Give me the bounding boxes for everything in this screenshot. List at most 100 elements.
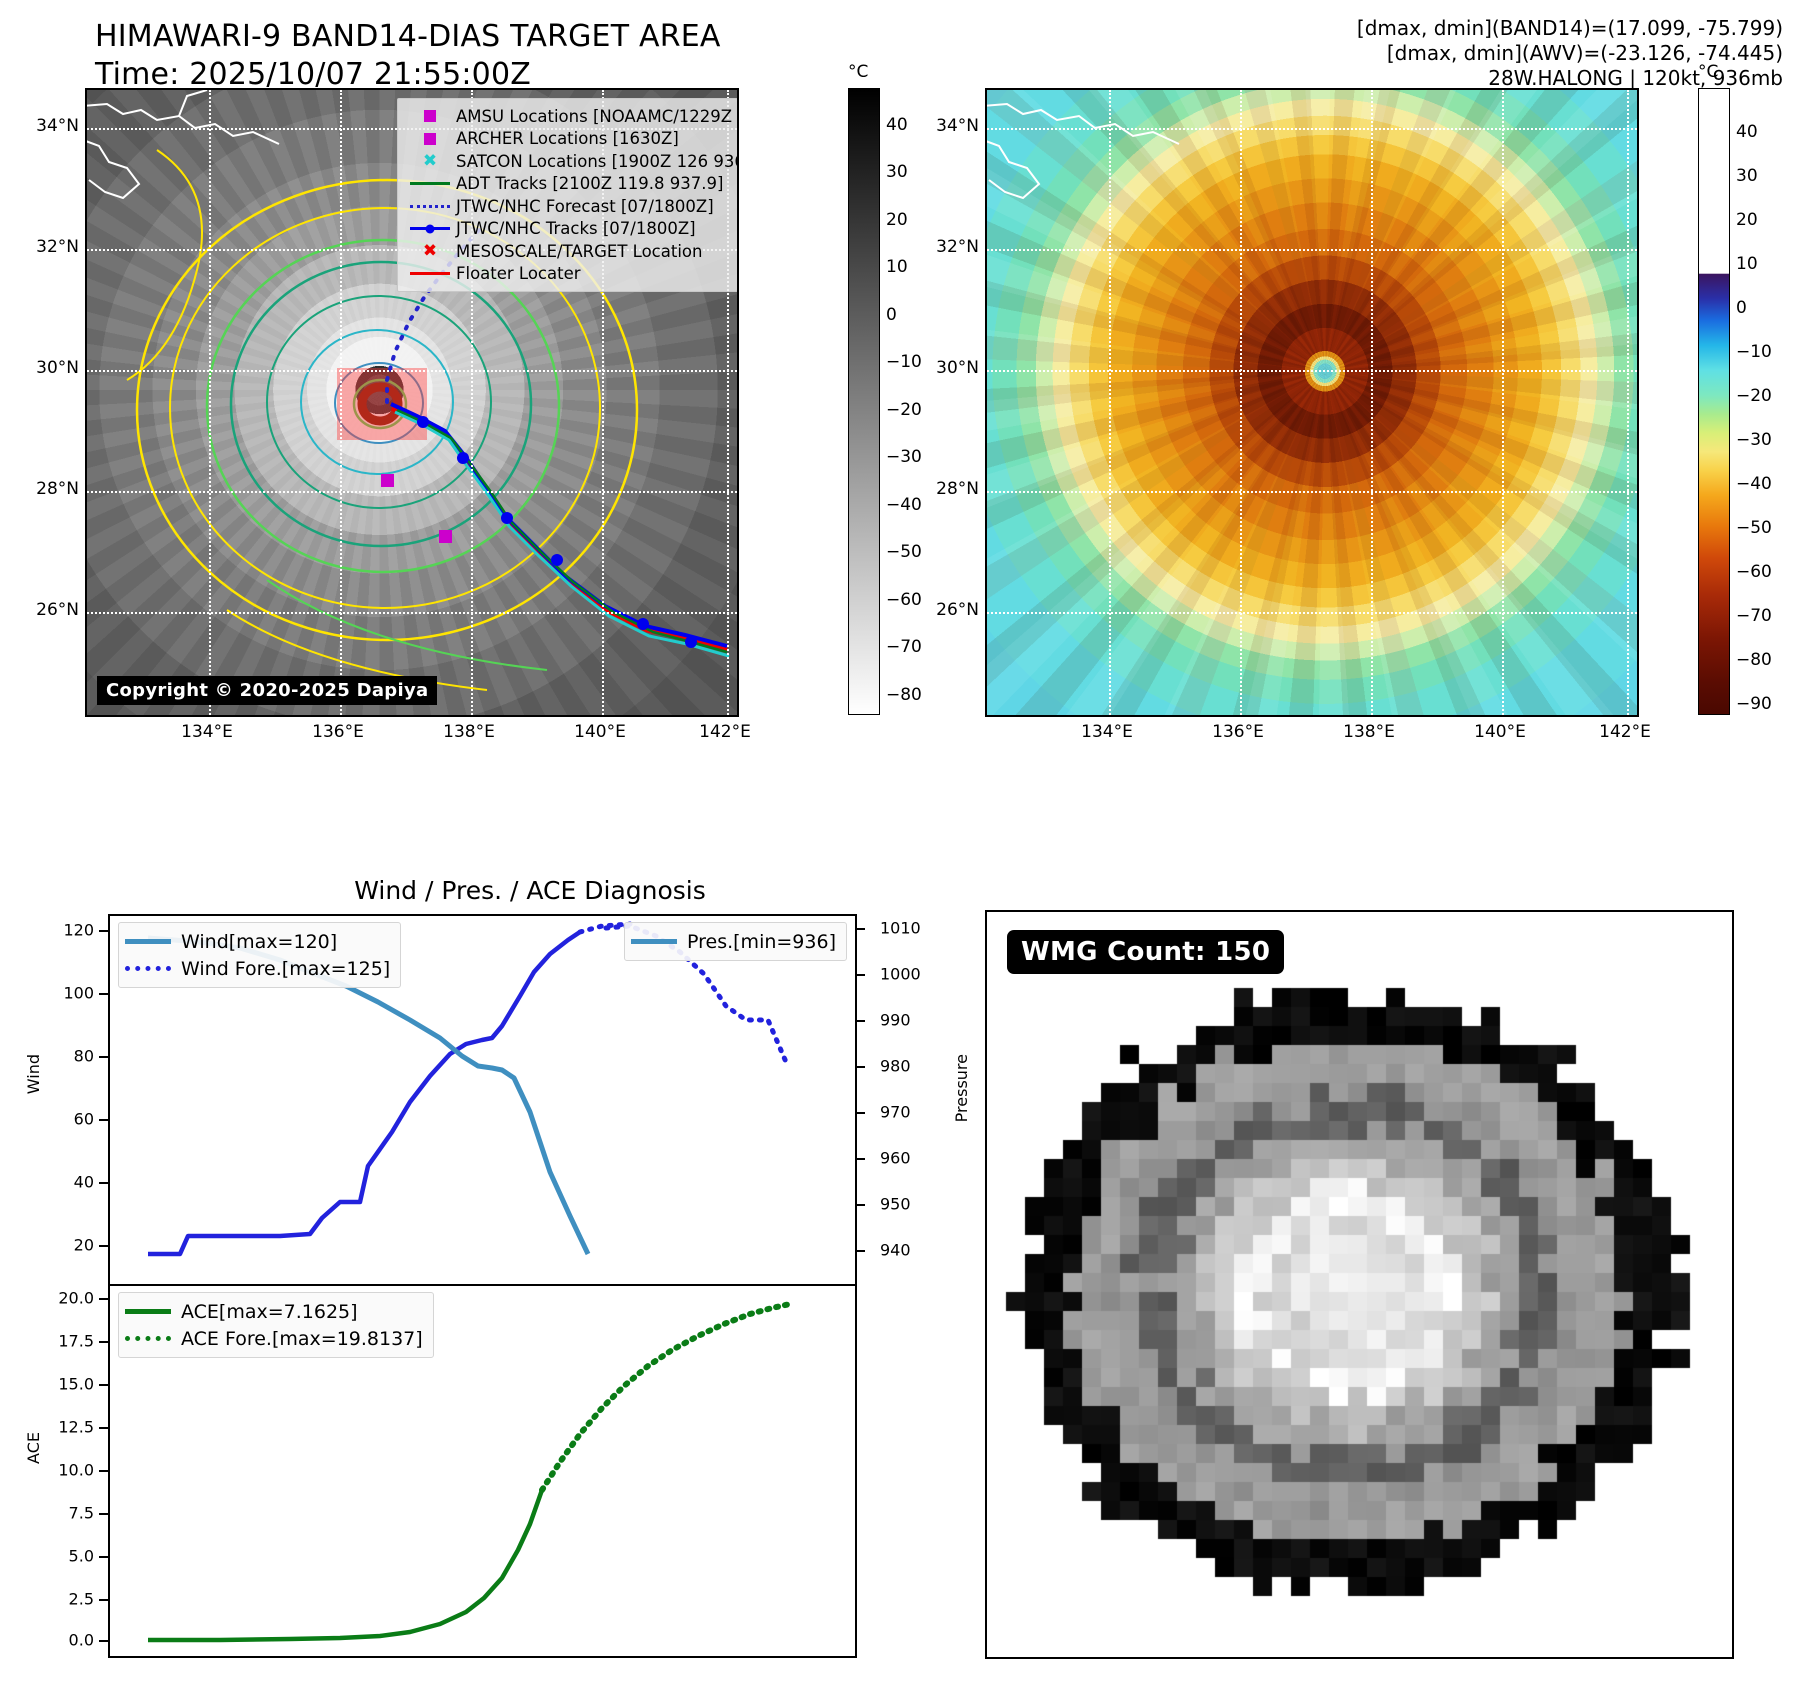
legend-label: MESOSCALE/TARGET Location	[456, 241, 703, 261]
y-tick: 40	[73, 1172, 94, 1192]
legend-item-amsu[interactable]: AMSU Locations [NOAAMC/1229Z 96 961]	[404, 105, 737, 128]
copyright-badge: Copyright © 2020-2025 Dapiya	[97, 676, 438, 705]
gridline-lat-30	[987, 370, 1637, 372]
cb-tick: −70	[1736, 606, 1772, 626]
y2-tick: 1000	[880, 964, 921, 984]
bd-colorbar-gradient	[1698, 88, 1730, 715]
gridline-lat-28	[987, 491, 1637, 493]
legend-item-wind-forecast[interactable]: Wind Fore.[max=125]	[125, 955, 390, 982]
gridline-lat-28	[87, 491, 737, 493]
lon-tick: 140°E	[1474, 722, 1526, 742]
legend-label: Wind Fore.[max=125]	[181, 957, 391, 980]
cb-tick: 30	[1736, 166, 1758, 186]
wind-y-axis: 120 100 80 60 40 20 Wind	[0, 914, 108, 1284]
dotted-line-icon	[125, 1336, 181, 1341]
legend-item-ace-forecast[interactable]: ACE Fore.[max=19.8137]	[125, 1325, 423, 1352]
legend-label: Pres.[min=936]	[687, 930, 836, 953]
ir-lon-axis: 134°E 136°E 138°E 140°E 142°E	[85, 718, 751, 748]
y-tick: 12.5	[58, 1417, 94, 1437]
y-tick: 80	[73, 1046, 94, 1066]
gridline-lat-34	[987, 128, 1637, 130]
lat-tick: 34°N	[936, 116, 979, 136]
legend-item-jtwc-tracks[interactable]: JTWC/NHC Tracks [07/1800Z]	[404, 218, 729, 241]
awv-range: [dmax, dmin](AWV)=(-23.126, -74.445)	[1386, 41, 1783, 65]
lon-tick: 136°E	[1212, 722, 1264, 742]
coastline-overlay	[987, 102, 1180, 200]
lat-tick: 26°N	[36, 600, 79, 620]
gridline-lat-26	[87, 612, 737, 614]
metadata-block: [dmax, dmin](BAND14)=(17.099, -75.799) […	[1357, 16, 1783, 91]
legend-item-ace[interactable]: ACE[max=7.1625]	[125, 1298, 423, 1325]
gridline-lon-134	[1109, 90, 1111, 715]
lat-tick: 30°N	[936, 358, 979, 378]
legend-label: AMSU Locations [NOAAMC/1229Z 96 961]	[456, 106, 737, 126]
legend-item-satcon[interactable]: ✖ SATCON Locations [1900Z 126 936]	[404, 150, 737, 173]
line-with-dot-icon	[404, 224, 456, 234]
ace-axis-title: ACE	[24, 1432, 43, 1464]
ace-chart[interactable]: ACE[max=7.1625] ACE Fore.[max=19.8137]	[108, 1284, 857, 1658]
y2-tick: 960	[880, 1148, 911, 1168]
legend-item-forecast[interactable]: JTWC/NHC Forecast [07/1800Z]	[404, 195, 729, 218]
y-tick: 5.0	[68, 1546, 94, 1566]
pressure-axis-title: Pressure	[952, 1054, 971, 1123]
wmg-cloud-cluster-panel[interactable]: WMG Count: 150	[985, 910, 1734, 1659]
legend-label: SATCON Locations [1900Z 126 936]	[456, 151, 739, 171]
ace-y-axis: 20.0 17.5 15.0 12.5 10.0 7.5 5.0 2.5 0.0…	[0, 1284, 108, 1654]
y-tick: 20.0	[58, 1288, 94, 1308]
cb-tick: −50	[1736, 518, 1772, 538]
lat-tick: 28°N	[36, 479, 79, 499]
solid-line-icon	[404, 272, 456, 276]
bd-imagery	[987, 90, 1637, 715]
gridline-lon-142	[1627, 90, 1629, 715]
wind-pressure-chart[interactable]: Wind[max=120] Wind Fore.[max=125] Pres.[…	[108, 914, 857, 1288]
y-tick: 20	[73, 1235, 94, 1255]
cb-tick: −50	[886, 542, 922, 562]
cb-tick: 10	[1736, 254, 1758, 274]
y2-tick: 1010	[880, 918, 921, 938]
gridline-lon-142	[727, 90, 729, 715]
legend-label: Wind[max=120]	[181, 930, 338, 953]
bd-lat-axis: 34°N 32°N 30°N 28°N 26°N	[900, 88, 983, 713]
lon-tick: 136°E	[312, 722, 364, 742]
cb-tick: 40	[1736, 122, 1758, 142]
infrared-satellite-map[interactable]: AMSU Locations [NOAAMC/1229Z 96 961] ARC…	[85, 88, 739, 717]
legend-item-archer[interactable]: ARCHER Locations [1630Z]	[404, 128, 729, 151]
wmg-count-badge: WMG Count: 150	[1007, 930, 1285, 974]
legend-item-adt[interactable]: ADT Tracks [2100Z 119.8 937.9]	[404, 173, 729, 196]
temperature-contours	[126, 149, 639, 691]
y-tick: 0.0	[68, 1630, 94, 1650]
cb-tick: −80	[886, 685, 922, 705]
mesoscale-target-box	[337, 368, 427, 440]
gridline-lat-30	[87, 370, 737, 372]
legend-item-pressure[interactable]: Pres.[min=936]	[631, 928, 836, 955]
lat-tick: 28°N	[936, 479, 979, 499]
diagnosis-title: Wind / Pres. / ACE Diagnosis	[354, 876, 706, 905]
square-marker-icon	[404, 110, 456, 123]
legend-label: JTWC/NHC Tracks [07/1800Z]	[456, 219, 696, 239]
gridline-lon-138	[1371, 90, 1373, 715]
ace-plot	[148, 1301, 793, 1643]
y2-tick: 980	[880, 1056, 911, 1076]
y-tick: 7.5	[68, 1503, 94, 1523]
bd-lon-axis: 134°E 136°E 138°E 140°E 142°E	[985, 718, 1651, 748]
dotted-line-icon	[404, 204, 456, 208]
gridline-lon-136	[1240, 90, 1242, 715]
lon-tick: 138°E	[443, 722, 495, 742]
time-line: Time: 2025/10/07 21:55:00Z	[95, 57, 531, 92]
pressure-y-axis: 1010 1000 990 980 970 960 950 940 Pressu…	[856, 914, 986, 1284]
gridline-lon-138	[471, 90, 473, 715]
lon-tick: 142°E	[1599, 722, 1651, 742]
coastline-overlay	[87, 90, 280, 200]
solid-line-icon	[125, 939, 181, 944]
gridline-lon-134	[209, 90, 211, 715]
legend-label: ACE[max=7.1625]	[181, 1300, 358, 1323]
title-line: HIMAWARI-9 BAND14-DIAS TARGET AREA	[95, 19, 721, 54]
legend-item-floater[interactable]: Floater Locater	[404, 263, 729, 286]
y2-tick: 970	[880, 1102, 911, 1122]
legend-item-mesoscale[interactable]: ✖ MESOSCALE/TARGET Location	[404, 240, 729, 263]
legend-item-wind[interactable]: Wind[max=120]	[125, 928, 390, 955]
lon-tick: 138°E	[1343, 722, 1395, 742]
enhanced-ir-satellite-map[interactable]	[985, 88, 1639, 717]
y2-tick: 940	[880, 1240, 911, 1260]
pressure-legend: Pres.[min=936]	[624, 922, 847, 961]
